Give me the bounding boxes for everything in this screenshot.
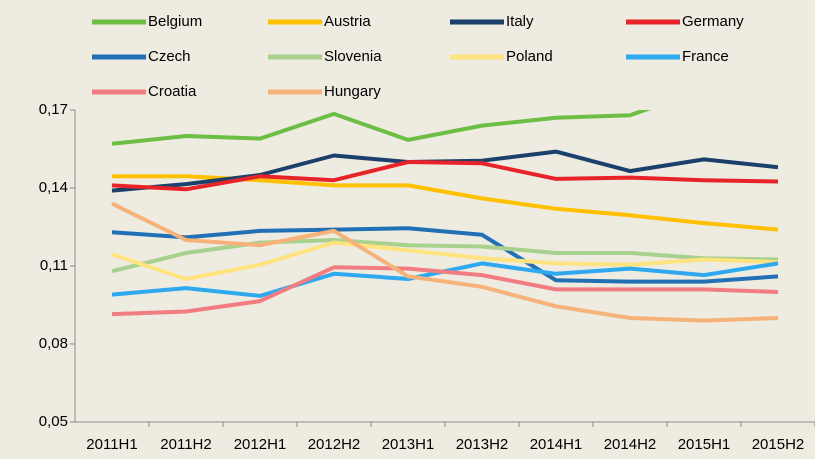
x-tick-label: 2012H2 <box>308 436 361 453</box>
legend-label: Belgium <box>148 13 202 30</box>
series-line <box>111 265 779 317</box>
x-tick-label: 2014H1 <box>530 436 583 453</box>
x-tick-label: 2014H2 <box>604 436 657 453</box>
legend-label: Czech <box>148 48 191 65</box>
plot-area <box>111 110 779 323</box>
legend-label: Italy <box>506 13 534 30</box>
legend-label: Poland <box>506 48 553 65</box>
x-tick-label: 2013H1 <box>382 436 435 453</box>
series-line <box>111 240 779 281</box>
x-tick-label: 2013H2 <box>456 436 509 453</box>
series-line <box>111 201 779 323</box>
y-tick-label: 0,17 <box>39 101 68 118</box>
y-tick-label: 0,14 <box>39 179 68 196</box>
legend-label: Slovenia <box>324 48 382 65</box>
legend-label: Germany <box>682 13 744 30</box>
series-line <box>111 160 779 192</box>
y-tick-label: 0,08 <box>39 335 68 352</box>
x-tick-label: 2012H1 <box>234 436 287 453</box>
x-tick-label: 2015H1 <box>678 436 731 453</box>
legend-label: Croatia <box>148 83 197 100</box>
x-tick-label: 2015H2 <box>752 436 805 453</box>
series-line <box>111 110 651 146</box>
legend-label: Hungary <box>324 83 381 100</box>
y-tick-label: 0,05 <box>39 413 68 430</box>
legend-label: France <box>682 48 729 65</box>
series-line <box>111 238 779 274</box>
legend-label: Austria <box>324 13 371 30</box>
y-tick-label: 0,11 <box>40 257 68 274</box>
x-tick-label: 2011H2 <box>160 436 211 453</box>
x-tick-label: 2011H1 <box>86 436 137 453</box>
series-line <box>111 226 779 284</box>
